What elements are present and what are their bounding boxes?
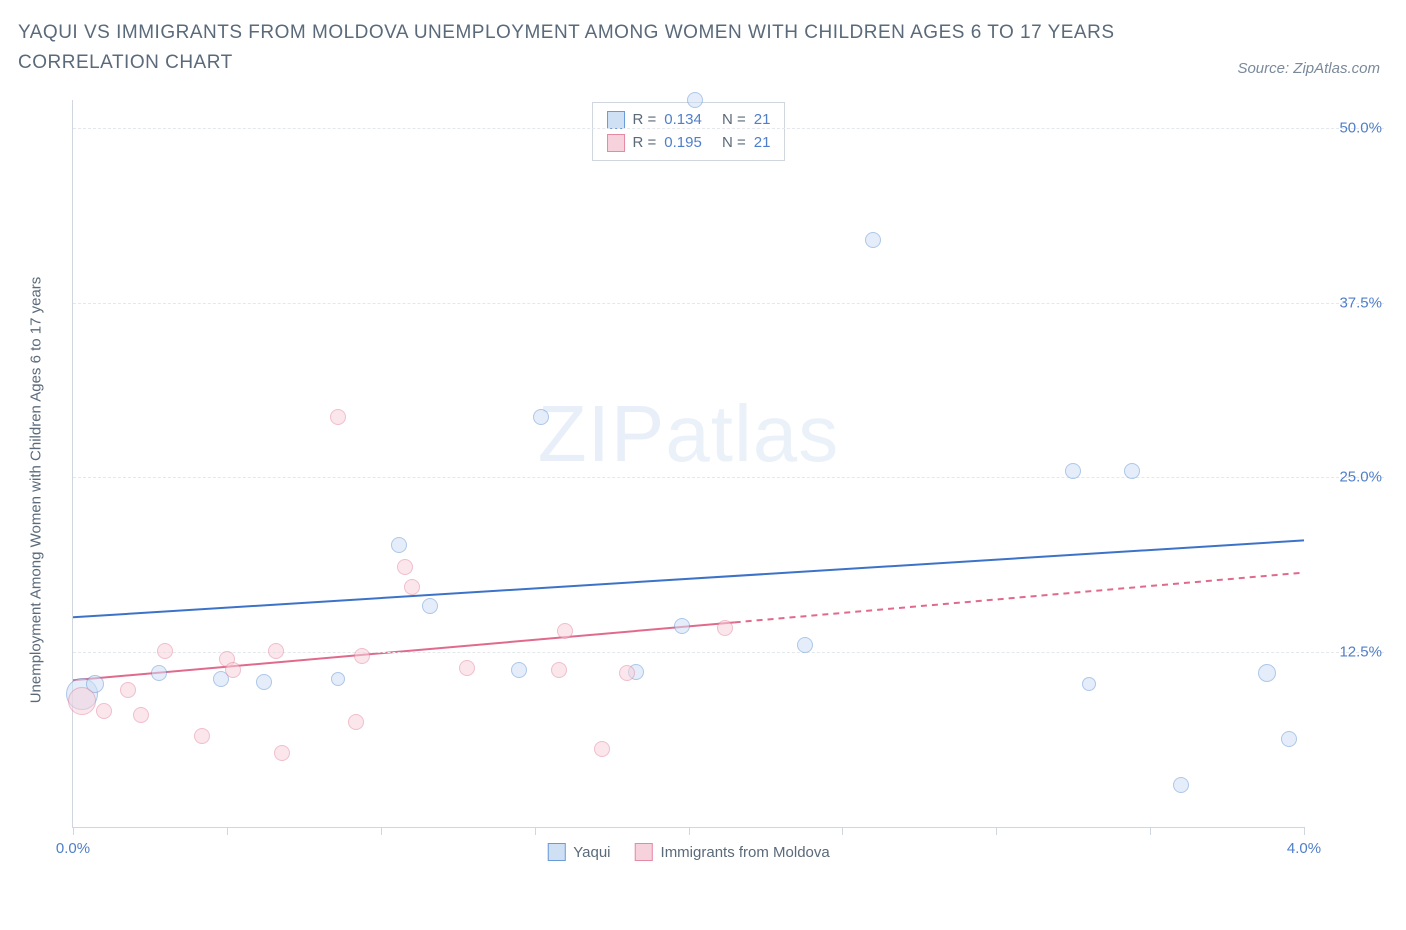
x-tick-label: 0.0% (56, 840, 90, 857)
scatter-point (225, 662, 241, 678)
scatter-point (511, 662, 527, 678)
scatter-point (354, 648, 370, 664)
scatter-point (1281, 731, 1297, 747)
scatter-point (459, 660, 475, 676)
scatter-point (687, 92, 703, 108)
gridline (73, 128, 1384, 129)
scatter-point (1065, 463, 1081, 479)
scatter-point (717, 620, 733, 636)
scatter-point (1124, 463, 1140, 479)
plot-area: ZIPatlas R = 0.134 N = 21 R = 0.195 N = … (72, 100, 1304, 828)
legend-stats-row-moldova: R = 0.195 N = 21 (607, 132, 771, 155)
scatter-point (157, 643, 173, 659)
scatter-point (151, 665, 167, 681)
y-tick-label: 50.0% (1312, 119, 1382, 136)
scatter-point (1082, 677, 1096, 691)
scatter-point (1173, 777, 1189, 793)
swatch-moldova (607, 134, 625, 152)
x-tick (1150, 827, 1151, 835)
n-label: N = (722, 132, 746, 155)
scatter-point (674, 618, 690, 634)
swatch-yaqui (547, 843, 565, 861)
watermark: ZIPatlas (538, 388, 839, 480)
scatter-point (268, 643, 284, 659)
x-tick (227, 827, 228, 835)
scatter-point (619, 665, 635, 681)
r-label: R = (633, 132, 657, 155)
legend-label-moldova: Immigrants from Moldova (661, 844, 830, 861)
scatter-point (594, 741, 610, 757)
scatter-point (422, 598, 438, 614)
y-tick-label: 25.0% (1312, 469, 1382, 486)
swatch-moldova (635, 843, 653, 861)
x-tick (1304, 827, 1305, 835)
scatter-point (120, 682, 136, 698)
legend-label-yaqui: Yaqui (573, 844, 610, 861)
x-tick (996, 827, 997, 835)
chart-container: Unemployment Among Women with Children A… (44, 100, 1384, 880)
scatter-point (397, 559, 413, 575)
gridline (73, 303, 1384, 304)
scatter-point (533, 409, 549, 425)
scatter-point (1258, 664, 1276, 682)
scatter-point (96, 703, 112, 719)
scatter-point (256, 674, 272, 690)
legend-item-yaqui: Yaqui (547, 843, 610, 861)
scatter-point (391, 537, 407, 553)
x-tick (689, 827, 690, 835)
scatter-point (330, 409, 346, 425)
legend-item-moldova: Immigrants from Moldova (635, 843, 830, 861)
legend-stats: R = 0.134 N = 21 R = 0.195 N = 21 (592, 102, 786, 161)
x-tick-label: 4.0% (1287, 840, 1321, 857)
scatter-point (68, 687, 96, 715)
scatter-point (274, 745, 290, 761)
watermark-thin: atlas (665, 389, 839, 478)
source-label: Source: ZipAtlas.com (1237, 60, 1380, 77)
watermark-bold: ZIP (538, 389, 665, 478)
scatter-point (865, 232, 881, 248)
trend-lines (73, 100, 1304, 827)
x-tick (381, 827, 382, 835)
y-tick-label: 37.5% (1312, 294, 1382, 311)
scatter-point (404, 579, 420, 595)
legend-bottom: Yaqui Immigrants from Moldova (547, 843, 829, 861)
y-tick-label: 12.5% (1312, 644, 1382, 661)
scatter-point (133, 707, 149, 723)
x-tick (535, 827, 536, 835)
scatter-point (557, 623, 573, 639)
r-value-moldova: 0.195 (664, 132, 702, 155)
scatter-point (551, 662, 567, 678)
x-tick (842, 827, 843, 835)
swatch-yaqui (607, 111, 625, 129)
scatter-point (348, 714, 364, 730)
scatter-point (797, 637, 813, 653)
gridline (73, 477, 1384, 478)
scatter-point (194, 728, 210, 744)
y-axis-label: Unemployment Among Women with Children A… (28, 277, 45, 704)
x-tick (73, 827, 74, 835)
chart-title: YAQUI VS IMMIGRANTS FROM MOLDOVA UNEMPLO… (18, 18, 1168, 79)
scatter-point (331, 672, 345, 686)
n-value-moldova: 21 (754, 132, 771, 155)
